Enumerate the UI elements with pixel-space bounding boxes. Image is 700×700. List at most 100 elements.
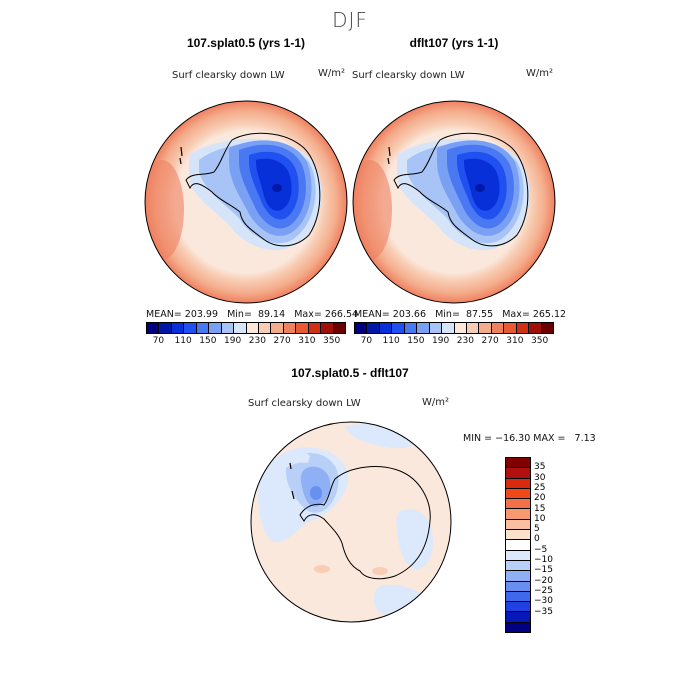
colorbar-swatch	[454, 323, 467, 333]
colorbar-swatch	[506, 488, 530, 500]
colorbar-tick-label: 270	[273, 336, 291, 346]
colorbar-tick-label: 70	[360, 336, 373, 346]
panel-a-colorbar	[146, 322, 346, 334]
panel-a-colorbar-ticks: 70 110 150 190 230 270 310 350	[146, 336, 344, 348]
colorbar-swatch	[296, 323, 309, 333]
colorbar-swatch	[379, 323, 393, 333]
colorbar-swatch	[196, 323, 210, 333]
colorbar-swatch	[506, 581, 530, 592]
panel-c-units: W/m²	[422, 397, 450, 408]
colorbar-swatch	[283, 323, 297, 333]
colorbar-tick-label: 230	[248, 336, 266, 346]
colorbar-swatch	[506, 530, 530, 541]
colorbar-swatch	[506, 540, 530, 551]
panel-c-variable: Surf clearsky down LW	[248, 398, 361, 409]
colorbar-swatch	[504, 323, 517, 333]
colorbar-swatch	[506, 612, 530, 623]
colorbar-swatch	[506, 550, 530, 561]
colorbar-swatch	[506, 602, 530, 613]
panel-c-map	[250, 421, 452, 623]
colorbar-swatch	[271, 323, 284, 333]
colorbar-swatch	[258, 323, 272, 333]
colorbar-tick-label: 190	[224, 336, 242, 346]
colorbar-tick-label: 110	[382, 336, 400, 346]
colorbar-swatch	[333, 323, 345, 333]
colorbar-tick-label: 310	[298, 336, 316, 346]
colorbar-tick-label: 10	[534, 513, 546, 524]
panel-b-colorbar-ticks: 70 110 150 190 230 270 310 350	[354, 336, 552, 348]
colorbar-swatch	[442, 323, 455, 333]
panel-a-variable: Surf clearsky down LW	[172, 70, 285, 81]
colorbar-swatch	[159, 323, 172, 333]
colorbar-tick-label: −15	[534, 565, 553, 576]
colorbar-tick-label: 230	[456, 336, 474, 346]
colorbar-tick-label: 25	[534, 482, 546, 493]
colorbar-swatch	[246, 323, 259, 333]
colorbar-swatch	[506, 622, 530, 633]
colorbar-tick-label: 20	[534, 493, 546, 504]
colorbar-swatch	[506, 468, 530, 479]
colorbar-tick-label: 350	[531, 336, 549, 346]
colorbar-swatch	[171, 323, 185, 333]
colorbar-swatch	[506, 519, 530, 531]
panel-c-title: 107.splat0.5 - dflt107	[291, 366, 409, 380]
colorbar-swatch	[392, 323, 405, 333]
colorbar-swatch	[506, 509, 530, 520]
colorbar-tick-label: 150	[199, 336, 217, 346]
panel-b-units: W/m²	[526, 68, 554, 79]
panel-a-units: W/m²	[318, 68, 346, 79]
panel-c-colorbar	[505, 457, 531, 634]
colorbar-swatch	[506, 571, 530, 582]
colorbar-swatch	[541, 323, 553, 333]
colorbar-swatch	[429, 323, 443, 333]
panel-a-stats: MEAN= 203.99 Min= 89.14 Max= 266.54	[146, 309, 359, 320]
colorbar-tick-label: 15	[534, 503, 546, 514]
colorbar-tick-label: −20	[534, 575, 553, 586]
colorbar-tick-label: 310	[506, 336, 524, 346]
colorbar-tick-label: −35	[534, 606, 553, 617]
colorbar-swatch	[529, 323, 542, 333]
colorbar-swatch	[506, 458, 530, 469]
colorbar-swatch	[221, 323, 235, 333]
colorbar-swatch	[209, 323, 222, 333]
panel-c-colorbar-ticks: 35 30 25 20 15 10 5 0 −5 −10 −15 −20 −25 −30 −35	[534, 457, 574, 627]
colorbar-swatch	[321, 323, 334, 333]
colorbar-swatch	[516, 323, 530, 333]
colorbar-swatch	[506, 560, 530, 572]
colorbar-swatch	[308, 323, 322, 333]
colorbar-tick-label: −30	[534, 596, 553, 607]
panel-b-variable: Surf clearsky down LW	[352, 70, 465, 81]
colorbar-swatch	[417, 323, 430, 333]
panel-a-title: 107.splat0.5 (yrs 1-1)	[186, 36, 306, 50]
colorbar-tick-label: −5	[534, 544, 548, 555]
panel-b-stats: MEAN= 203.66 Min= 87.55 Max= 265.12	[354, 309, 567, 320]
colorbar-swatch	[147, 323, 160, 333]
panel-c-stats: MIN = −16.30 MAX = 7.13	[463, 433, 596, 444]
colorbar-tick-label: 150	[407, 336, 425, 346]
colorbar-tick-label: 190	[432, 336, 450, 346]
colorbar-tick-label: −25	[534, 585, 553, 596]
colorbar-swatch	[234, 323, 247, 333]
colorbar-swatch	[367, 323, 380, 333]
colorbar-swatch	[506, 591, 530, 603]
panel-b-title: dflt107 (yrs 1-1)	[409, 36, 499, 50]
colorbar-tick-label: 30	[534, 472, 546, 483]
colorbar-tick-label: 35	[534, 462, 546, 473]
colorbar-tick-label: 110	[174, 336, 192, 346]
colorbar-swatch	[506, 478, 530, 489]
colorbar-swatch	[479, 323, 492, 333]
colorbar-swatch	[466, 323, 480, 333]
season-title: DJF	[332, 8, 368, 32]
colorbar-swatch	[184, 323, 197, 333]
colorbar-tick-label: 70	[152, 336, 165, 346]
colorbar-swatch	[506, 499, 530, 510]
colorbar-swatch	[491, 323, 505, 333]
colorbar-tick-label: 5	[534, 524, 540, 535]
colorbar-tick-label: 350	[323, 336, 341, 346]
colorbar-swatch	[355, 323, 368, 333]
panel-a-map	[144, 100, 348, 304]
colorbar-swatch	[404, 323, 418, 333]
panel-b-colorbar	[354, 322, 554, 334]
colorbar-tick-label: 270	[481, 336, 499, 346]
panel-b-map	[352, 100, 556, 304]
